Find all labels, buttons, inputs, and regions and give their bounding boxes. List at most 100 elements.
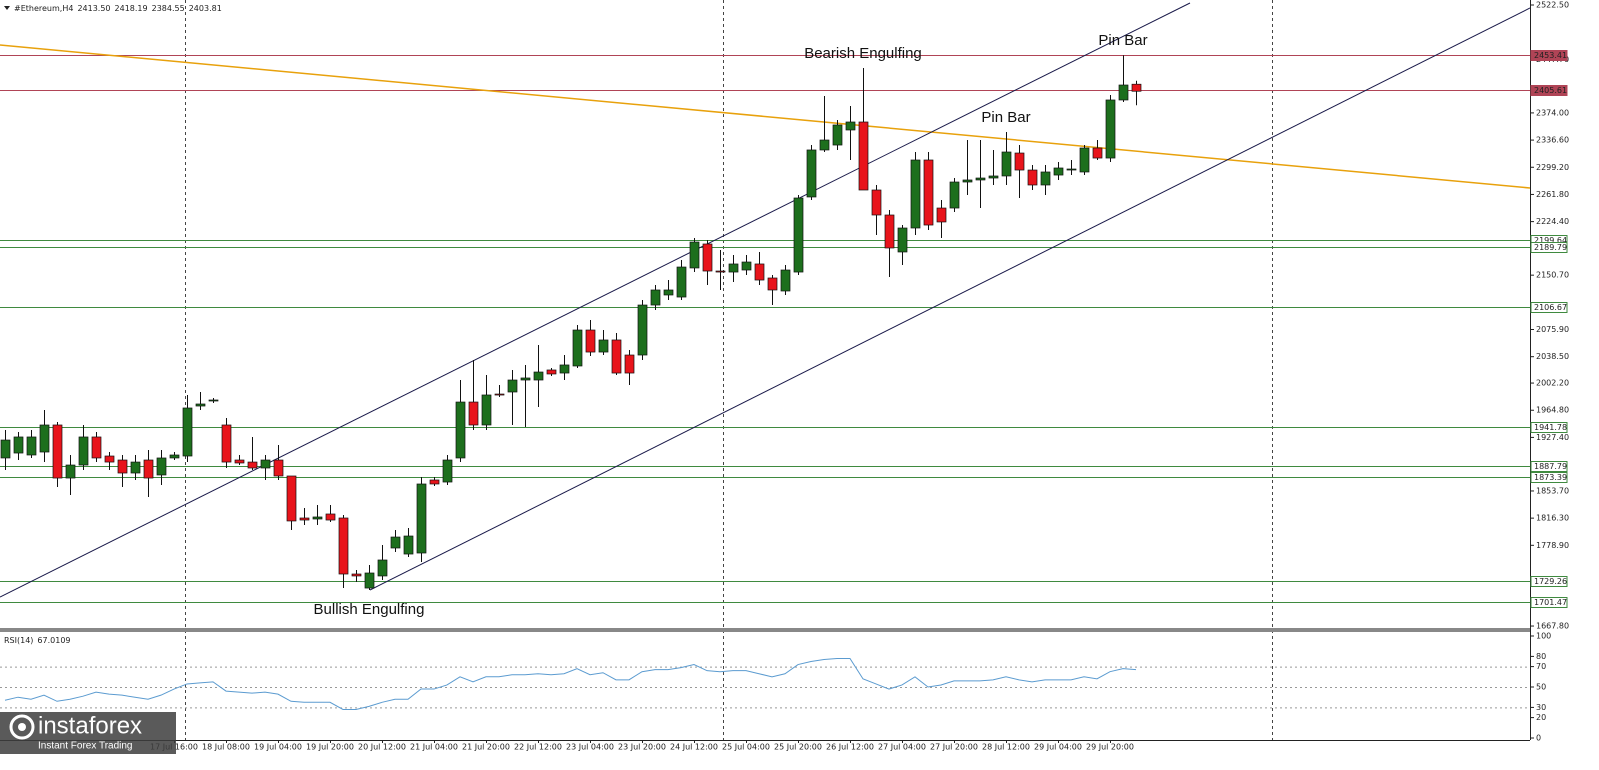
- candle-body: [715, 270, 726, 273]
- candle-body: [455, 401, 466, 459]
- candle-body: [650, 289, 661, 306]
- candle-body: [442, 459, 453, 483]
- candle-body: [13, 436, 24, 454]
- y-tick-label: 2002.20: [1536, 379, 1569, 388]
- candle-body: [793, 197, 804, 273]
- annotation: Bullish Engulfing: [314, 601, 425, 618]
- level-label-bg: [1530, 422, 1568, 433]
- ohlc-open: 2413.50: [77, 4, 110, 13]
- rsi-y-tick-label: 30: [1536, 703, 1546, 712]
- candle-body: [767, 277, 778, 291]
- x-tick-label: 23 Jul 20:00: [618, 743, 666, 752]
- x-tick-label: 19 Jul 20:00: [306, 743, 354, 752]
- candle-body: [52, 424, 63, 479]
- candle-body: [897, 227, 908, 253]
- candle-body: [416, 483, 427, 554]
- candle-body: [1001, 151, 1012, 177]
- brand: instaforex: [38, 712, 142, 739]
- annotation: Bearish Engulfing: [804, 45, 922, 62]
- candle-body: [871, 189, 882, 216]
- candle-body: [702, 243, 713, 272]
- candle-body: [845, 121, 856, 131]
- candle-body: [0, 439, 11, 459]
- y-tick-label: 2075.90: [1536, 325, 1569, 334]
- channel-upper: [0, 2, 1191, 598]
- y-tick-label: 1964.80: [1536, 406, 1569, 415]
- y-tick-label: 2374.00: [1536, 108, 1569, 117]
- candle-body: [377, 559, 388, 577]
- candle-body: [1079, 147, 1090, 173]
- candle-body: [429, 479, 440, 485]
- candle-body: [1131, 83, 1142, 92]
- candle-body: [221, 424, 232, 463]
- candle-body: [819, 139, 830, 151]
- y-tick-label: 2336.60: [1536, 136, 1569, 145]
- candle-body: [585, 329, 596, 353]
- y-tick-label: 1778.90: [1536, 541, 1569, 550]
- candle-body: [1092, 147, 1103, 159]
- x-tick-label: 29 Jul 04:00: [1034, 743, 1082, 752]
- ohlc-close: 2403.81: [189, 4, 222, 13]
- level-label-bg: [1530, 50, 1568, 61]
- x-tick-label: 29 Jul 20:00: [1086, 743, 1134, 752]
- watermark: instaforex Instant Forex Trading: [0, 712, 176, 754]
- candle-body: [637, 304, 648, 356]
- panel-divider: [0, 628, 1530, 632]
- channel-lower: [369, 7, 1530, 591]
- candle-body: [520, 377, 531, 381]
- candle-body: [858, 121, 869, 191]
- x-tick-label: 20 Jul 12:00: [358, 743, 406, 752]
- candle-body: [832, 124, 843, 146]
- level-label: 1729.26: [1534, 577, 1567, 586]
- candles: [0, 55, 1142, 590]
- header: #Ethereum,H4 2413.50 2418.19 2384.55 2403.81: [14, 4, 222, 13]
- rsi-name: RSI(14): [4, 636, 33, 645]
- candle-body: [130, 461, 141, 474]
- candle-body: [390, 536, 401, 549]
- candle-body: [65, 464, 76, 479]
- candle-body: [780, 269, 791, 292]
- rsi-y-tick-label: 20: [1536, 713, 1546, 722]
- y-tick-label: 2261.80: [1536, 190, 1569, 199]
- candle-body: [741, 261, 752, 271]
- level-label: 1701.47: [1534, 598, 1567, 607]
- trend-line: [0, 44, 1530, 189]
- level-label-bg: [1530, 472, 1568, 483]
- annotation: Pin Bar: [1098, 32, 1147, 49]
- annotations: Bullish Engulfing Bearish Engulfing Pin Ba…: [314, 32, 1148, 618]
- candle-body: [910, 159, 921, 229]
- menu-triangle[interactable]: [4, 6, 10, 10]
- candle-body: [663, 289, 674, 296]
- rsi-y-tick-label: 70: [1536, 662, 1546, 671]
- candle-body: [26, 436, 37, 456]
- candle-body: [1066, 168, 1077, 171]
- y-tick-label: 1853.70: [1536, 486, 1569, 495]
- rsi-y-tick-label: 80: [1536, 652, 1546, 661]
- candle-body: [143, 459, 154, 479]
- candle-body: [1118, 84, 1129, 101]
- annotation: Pin Bar: [981, 109, 1030, 126]
- x-tick-label: 23 Jul 04:00: [566, 743, 614, 752]
- level-label-bg: [1530, 302, 1568, 313]
- candle-body: [975, 177, 986, 181]
- candle-body: [1040, 171, 1051, 186]
- candle-body: [507, 379, 518, 393]
- y-tick-label: 2038.50: [1536, 352, 1569, 361]
- candle-body: [611, 339, 622, 374]
- candle-body: [1014, 152, 1025, 171]
- candle-body: [559, 364, 570, 374]
- candle-body: [325, 513, 336, 521]
- candle-body: [754, 263, 765, 281]
- y-tick-label: 2150.70: [1536, 271, 1569, 280]
- x-tick-label: 21 Jul 04:00: [410, 743, 458, 752]
- x-tick-label: 24 Jul 12:00: [670, 743, 718, 752]
- x-tick-label: 21 Jul 20:00: [462, 743, 510, 752]
- candle-body: [182, 407, 193, 457]
- candle-body: [962, 179, 973, 183]
- x-tick-label: 27 Jul 20:00: [930, 743, 978, 752]
- rsi-y-tick-label: 50: [1536, 683, 1546, 692]
- x-tick-label: 18 Jul 08:00: [202, 743, 250, 752]
